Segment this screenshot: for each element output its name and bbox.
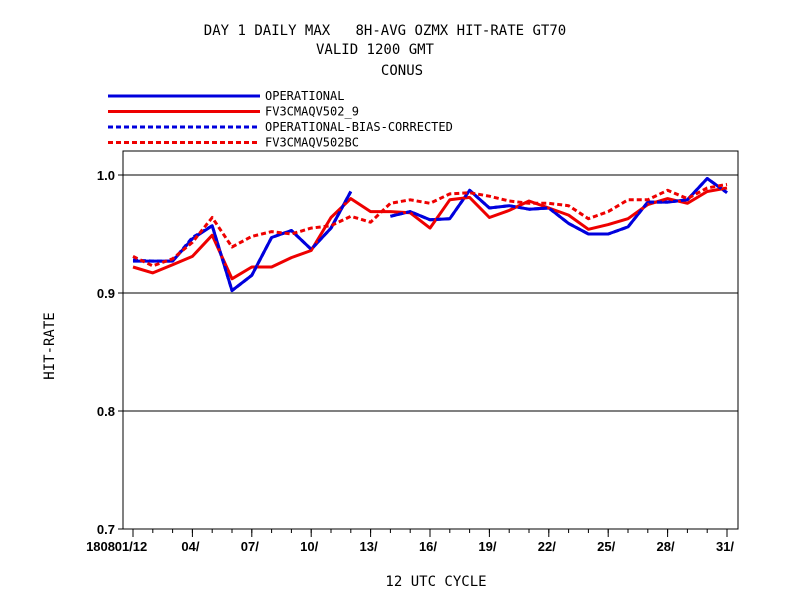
y-tick-label: 1.0 <box>97 168 115 183</box>
series-lines <box>132 177 728 293</box>
x-tick-prefix: 1808 <box>86 539 115 554</box>
chart-title-line-2: VALID 1200 GMT <box>316 42 435 58</box>
x-tick-label: 19/ <box>478 539 496 554</box>
legend-label: OPERATIONAL <box>265 89 344 103</box>
legend: OPERATIONAL FV3CMAQV502_9OPERATIONAL-BIAS… <box>108 89 453 150</box>
x-tick-label: 07/ <box>241 539 259 554</box>
x-tick-label: 28/ <box>657 539 675 554</box>
series-line-operational-bias-corrected <box>390 177 728 236</box>
y-tick-label: 0.7 <box>97 522 115 537</box>
x-tick-label: 13/ <box>360 539 378 554</box>
legend-label: FV3CMAQV502BC <box>265 136 359 150</box>
legend-label: OPERATIONAL-BIAS-CORRECTED <box>265 120 453 134</box>
series-line-fv3cmaqv502bc <box>132 182 728 268</box>
x-axis: 01/12 04/07/10/13/16/19/22/25/28/31/1808 <box>86 529 734 554</box>
x-tick-label: 31/ <box>716 539 734 554</box>
series-line-fv3cmaqv502-9 <box>132 186 728 281</box>
y-axis: 0.7 0.8 0.9 1.0 <box>97 168 123 537</box>
y-axis-label: HIT-RATE <box>42 312 58 379</box>
y-tick-label: 0.9 <box>97 286 115 301</box>
x-tick-label: 04/ <box>181 539 199 554</box>
chart-titles: DAY 1 DAILY MAX 8H-AVG OZMX HIT-RATE GT7… <box>204 23 566 79</box>
x-axis-label: 12 UTC CYCLE <box>385 574 486 590</box>
x-tick-label: 10/ <box>300 539 318 554</box>
chart-title-line-1: DAY 1 DAILY MAX 8H-AVG OZMX HIT-RATE GT7… <box>204 23 566 39</box>
x-tick-label: 16/ <box>419 539 437 554</box>
legend-label: FV3CMAQV502_9 <box>265 105 359 119</box>
grid <box>123 174 738 412</box>
x-tick-label: 01/12 <box>115 539 148 554</box>
series-line-operational-bias-corrected <box>132 190 353 293</box>
series-line-operational <box>390 177 728 236</box>
x-tick-label: 22/ <box>538 539 556 554</box>
y-tick-label: 0.8 <box>97 404 115 419</box>
chart-title-line-3: CONUS <box>381 63 423 79</box>
x-tick-label: 25/ <box>597 539 615 554</box>
